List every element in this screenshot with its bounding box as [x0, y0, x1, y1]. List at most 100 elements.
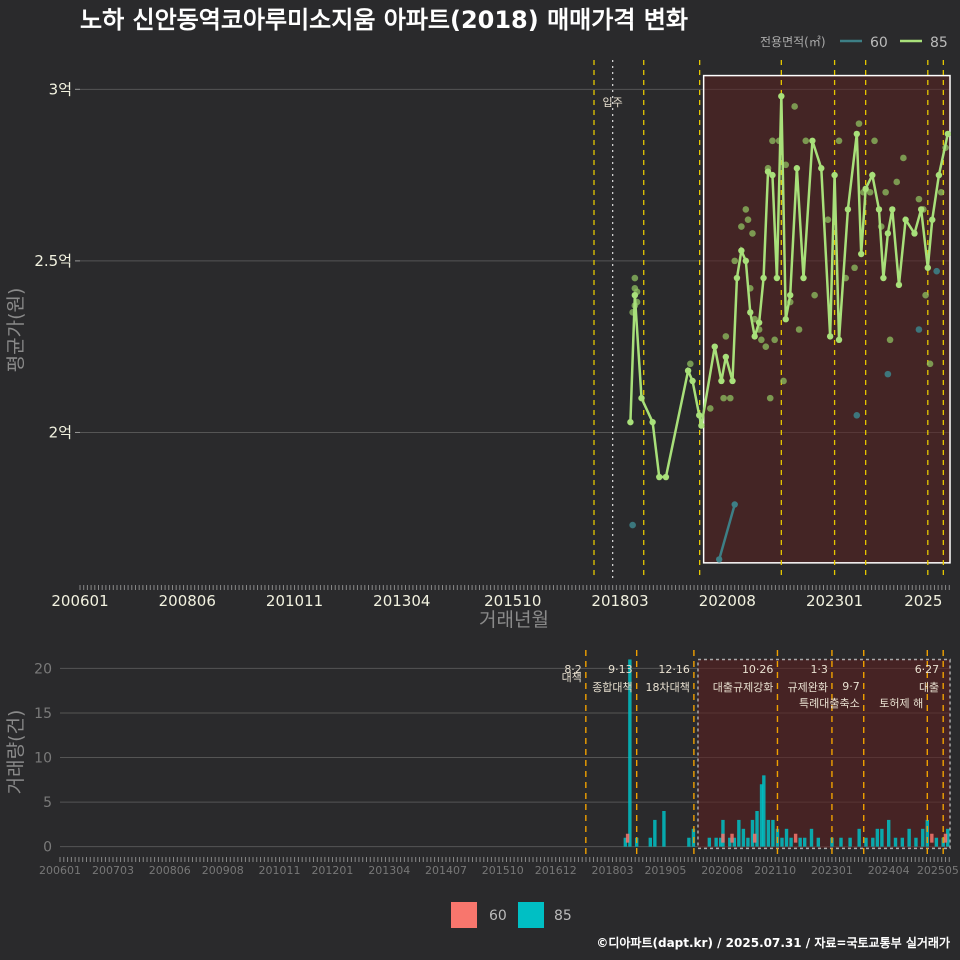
- volume-bar-85: [721, 819, 725, 847]
- volume-x-tick-label: 200703: [92, 864, 134, 877]
- price-x-tick-label: 201304: [373, 592, 430, 610]
- volume-y-tick-label: 5: [43, 795, 52, 811]
- volume-x-tick-label: 202110: [754, 864, 796, 877]
- price-mean-point-85: [773, 274, 781, 282]
- price-mean-point-85: [844, 206, 852, 213]
- volume-bar-85: [766, 819, 771, 847]
- price-mean-point-85: [782, 316, 789, 323]
- price-point-85: [742, 206, 750, 213]
- price-point-85: [766, 394, 774, 402]
- volume-x-tick-label: 202404: [868, 864, 910, 877]
- price-point-85: [782, 161, 790, 169]
- volume-bar-85: [802, 837, 807, 847]
- volume-x-tick-label: 200806: [149, 864, 191, 877]
- volume-bar-85: [925, 819, 929, 847]
- price-y-axis-label: 평균가(원): [5, 288, 27, 373]
- price-mean-point-85: [800, 274, 807, 282]
- volume-x-tick-label: 201612: [535, 864, 577, 877]
- price-mean-point-85: [853, 130, 860, 138]
- price-mean-point-85: [751, 333, 758, 340]
- price-mean-point-85: [809, 137, 816, 144]
- volume-bar-85: [871, 837, 875, 847]
- price-mean-point-85: [769, 171, 776, 179]
- price-mean-point-85: [738, 247, 745, 254]
- volume-y-tick-label: 0: [43, 840, 52, 856]
- volume-bar-85: [741, 828, 746, 847]
- volume-x-tick-label: 201407: [425, 864, 467, 877]
- price-mean-point-85: [722, 353, 730, 361]
- volume-bar-85: [893, 837, 898, 847]
- price-mean-point-85: [917, 206, 925, 213]
- price-legend-title: 전용면적(㎡): [760, 35, 826, 49]
- price-x-tick-label: 202301: [806, 592, 863, 610]
- volume-y-tick-label: 10: [34, 751, 52, 767]
- price-point-85: [707, 405, 714, 412]
- volume-bar-85: [687, 837, 691, 847]
- volume-bar-85: [759, 784, 764, 847]
- price-point-85: [720, 394, 727, 402]
- price-mean-point-85: [638, 394, 645, 402]
- price-point-85: [811, 291, 818, 299]
- price-point-85: [893, 178, 901, 186]
- volume-bar-85: [746, 837, 750, 847]
- event-name-label: 특례대출축소: [799, 697, 860, 710]
- price-point-85: [771, 336, 778, 344]
- price-point-60: [933, 267, 940, 275]
- volume-bar-60: [793, 833, 798, 843]
- event-date-label: 10·26: [742, 663, 774, 676]
- price-point-85: [780, 377, 787, 385]
- volume-bar-85: [864, 837, 868, 847]
- price-mean-point-85: [858, 250, 865, 258]
- price-point-85: [851, 264, 858, 272]
- volume-legend: 60 85: [451, 902, 572, 928]
- volume-bar-85: [755, 810, 759, 847]
- event-name-label: 대출규제강화: [713, 681, 774, 694]
- event-date-label: 12·16: [658, 663, 690, 676]
- price-point-85: [722, 333, 730, 340]
- price-y-tick-label: 3억: [49, 80, 72, 98]
- price-mean-point-85: [684, 367, 692, 374]
- event-date-label: 6·27: [915, 663, 940, 676]
- price-point-85: [738, 223, 745, 230]
- price-x-tick-label: 2025: [904, 592, 942, 610]
- price-point-85: [762, 343, 770, 350]
- price-point-85: [769, 137, 776, 145]
- price-line-60: [717, 504, 736, 560]
- price-point-85: [749, 230, 756, 237]
- price-point-85: [726, 394, 734, 402]
- price-mean-point-85: [793, 165, 801, 172]
- volume-bar-85: [946, 828, 950, 847]
- price-mean-point-85: [662, 473, 670, 481]
- price-x-tick-label: 201803: [591, 592, 648, 610]
- price-mean-point-60: [731, 501, 738, 508]
- price-mean-point-85: [884, 230, 892, 237]
- price-axes: 2억 2.5억 3억 200601 200806 201011 201304 201510 20…: [34, 80, 950, 610]
- volume-bar-85: [809, 828, 814, 847]
- price-x-tick-label: 201510: [484, 592, 541, 610]
- volume-bar-85: [875, 828, 880, 847]
- volume-bars: [623, 659, 950, 847]
- volume-bar-85: [798, 837, 802, 847]
- price-mean-point-85: [924, 264, 932, 271]
- volume-event-lines: 8·2대책 9·13 종합대책 12·16 18차대책 10·26 대출규제강화 1·3 규제완…: [562, 650, 944, 856]
- price-event-lines: 입주: [593, 60, 944, 580]
- volume-bar-85: [653, 819, 657, 847]
- price-series: [627, 92, 951, 563]
- event-date-label: 1·3: [810, 663, 828, 676]
- volume-x-tick-label: 200601: [39, 864, 81, 877]
- price-mean-point-85: [711, 343, 718, 350]
- price-mean-point-60: [715, 556, 723, 563]
- price-point-85: [871, 137, 878, 145]
- price-mean-point-85: [627, 418, 634, 426]
- price-mean-point-85: [835, 336, 843, 344]
- price-mean-point-85: [875, 206, 883, 213]
- price-point-85: [687, 360, 694, 368]
- legend-swatch-85: [518, 902, 544, 928]
- price-mean-point-85: [760, 274, 767, 282]
- price-mean-point-85: [935, 171, 943, 179]
- volume-bar-85: [934, 837, 939, 847]
- price-point-85: [922, 291, 929, 299]
- price-point-85: [937, 188, 945, 196]
- volume-bar-85: [737, 819, 741, 847]
